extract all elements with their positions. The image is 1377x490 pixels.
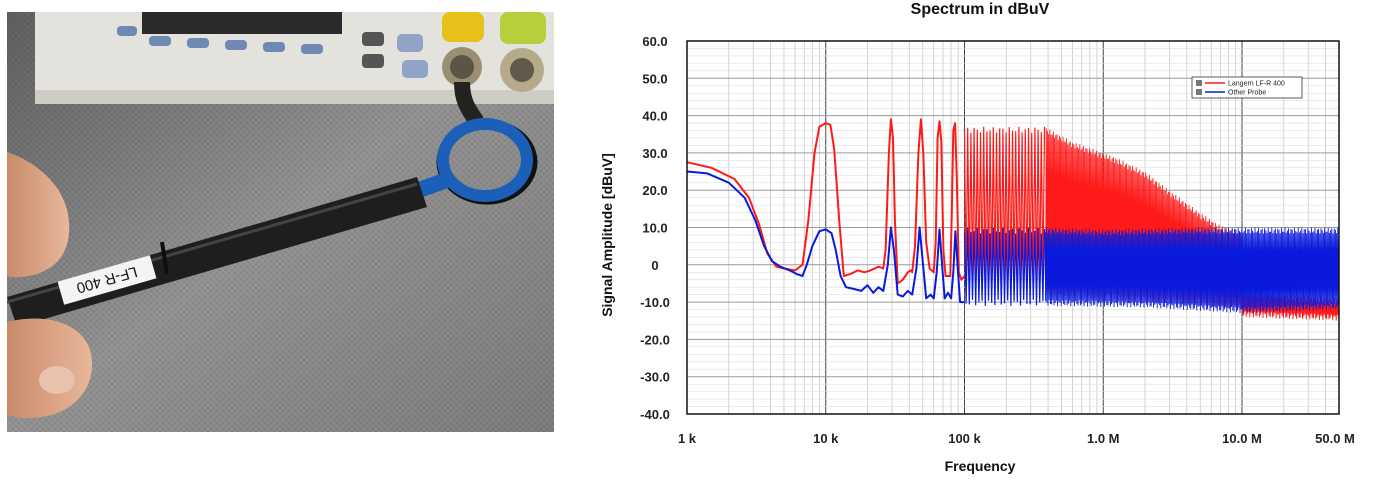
probe-photo: LF-R 400 [6, 12, 554, 432]
probe-loop [416, 118, 538, 205]
chart-title: Spectrum in dBuV [911, 1, 1050, 18]
series-lines [686, 118, 966, 304]
x-axis-label: Frequency [945, 458, 1016, 474]
y-tick-label: -10.0 [640, 295, 670, 310]
legend-marker [1196, 80, 1202, 86]
y-tick-label: 20.0 [642, 183, 667, 198]
x-tick-label: 1.0 M [1087, 431, 1120, 446]
series-band-blue [963, 227, 1046, 306]
legend-entry: Other Probe [1228, 90, 1266, 97]
signal-generator [35, 12, 554, 104]
x-tick-labels: 1 k 10 k 100 k 1.0 M 10.0 M 50.0 M [678, 431, 1355, 446]
y-tick-label: 10.0 [642, 221, 667, 236]
x-tick-label: 50.0 M [1315, 431, 1355, 446]
y-tick-label: -40.0 [640, 407, 670, 422]
probe-photo-illustration: LF-R 400 [6, 12, 554, 432]
series-band-blue [1044, 227, 1340, 314]
y-axis-label: Signal Amplitude [dBuV] [599, 153, 615, 317]
grid [686, 40, 1340, 415]
series-line-blue [686, 170, 965, 304]
spectrum-chart: Spectrum in dBuV 60.0 50.0 40.0 30.0 20.0 10.… [590, 0, 1377, 485]
y-tick-label: -30.0 [640, 370, 670, 385]
series-line-red [686, 118, 966, 285]
y-tick-labels: 60.0 50.0 40.0 30.0 20.0 10.0 0 -10.0 -20.0 -30.0… [640, 34, 670, 422]
y-tick-label: 50.0 [642, 71, 667, 86]
legend-entry: Langern LF-R 400 [1228, 81, 1285, 88]
plot-frame [686, 40, 1340, 415]
x-tick-label: 1 k [678, 431, 697, 446]
y-tick-label: 40.0 [642, 109, 667, 124]
y-tick-label: 30.0 [642, 146, 667, 161]
y-tick-label: 0 [651, 258, 658, 273]
x-tick-label: 10.0 M [1222, 431, 1262, 446]
y-tick-label: -20.0 [640, 332, 670, 347]
series-bands [963, 126, 1340, 321]
legend: Langern LF-R 400 Other Probe [1191, 76, 1303, 99]
x-tick-label: 100 k [948, 431, 981, 446]
x-tick-label: 10 k [813, 431, 839, 446]
y-tick-label: 60.0 [642, 34, 667, 49]
legend-marker [1196, 89, 1202, 95]
chart-canvas: Spectrum in dBuV 60.0 50.0 40.0 30.0 20.0 10.… [599, 1, 1355, 474]
hand [7, 152, 93, 419]
